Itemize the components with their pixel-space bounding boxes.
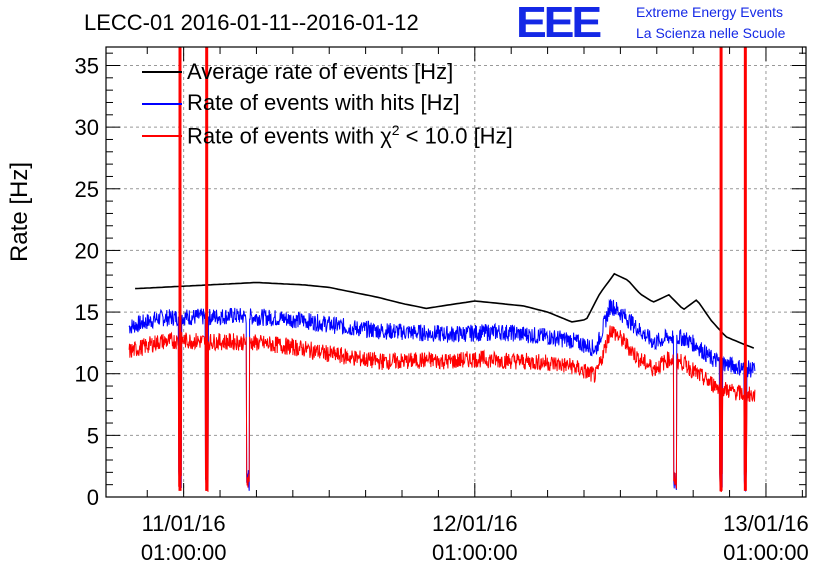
y-tick-label: 20 xyxy=(75,238,99,263)
y-tick-label: 0 xyxy=(87,485,99,510)
y-tick-label: 30 xyxy=(75,115,99,140)
y-axis-label: Rate [Hz] xyxy=(6,162,33,263)
y-tick-label: 25 xyxy=(75,177,99,202)
x-tick-label-time: 01:00:00 xyxy=(723,540,809,565)
legend-chi2-superscript: 2 xyxy=(391,122,400,138)
legend-label-average: Average rate of events [Hz] xyxy=(187,59,454,84)
legend-chi2-prefix: Rate of events with χ xyxy=(187,123,392,149)
series-line-average xyxy=(135,272,755,349)
logo-line-1: Extreme Energy Events xyxy=(636,4,784,20)
legend-chi2-suffix: < 10.0 [Hz] xyxy=(399,123,513,149)
series-line-chi2 xyxy=(128,325,756,493)
x-tick-label-date: 13/01/16 xyxy=(723,511,809,536)
x-tick-label-date: 11/01/16 xyxy=(142,511,226,536)
logo-line-2: La Scienza nelle Scuole xyxy=(636,25,786,41)
x-tick-label-time: 01:00:00 xyxy=(141,540,227,565)
y-tick-label: 10 xyxy=(75,362,99,387)
x-tick-label-date: 12/01/16 xyxy=(432,511,518,536)
y-tick-label: 35 xyxy=(75,53,99,78)
legend-label-hits: Rate of events with hits [Hz] xyxy=(187,90,460,115)
series-line-hits xyxy=(128,298,756,492)
eee-logo-mark: EEE xyxy=(516,0,602,47)
legend-label-chi2: Rate of events with χ2 < 10.0 [Hz] xyxy=(187,122,513,149)
chart-title: LECC-01 2016-01-11--2016-01-12 xyxy=(84,10,419,35)
x-tick-label-time: 01:00:00 xyxy=(432,540,518,565)
y-tick-label: 15 xyxy=(75,300,99,325)
y-tick-label: 5 xyxy=(87,423,99,448)
plot-frame xyxy=(105,46,807,498)
